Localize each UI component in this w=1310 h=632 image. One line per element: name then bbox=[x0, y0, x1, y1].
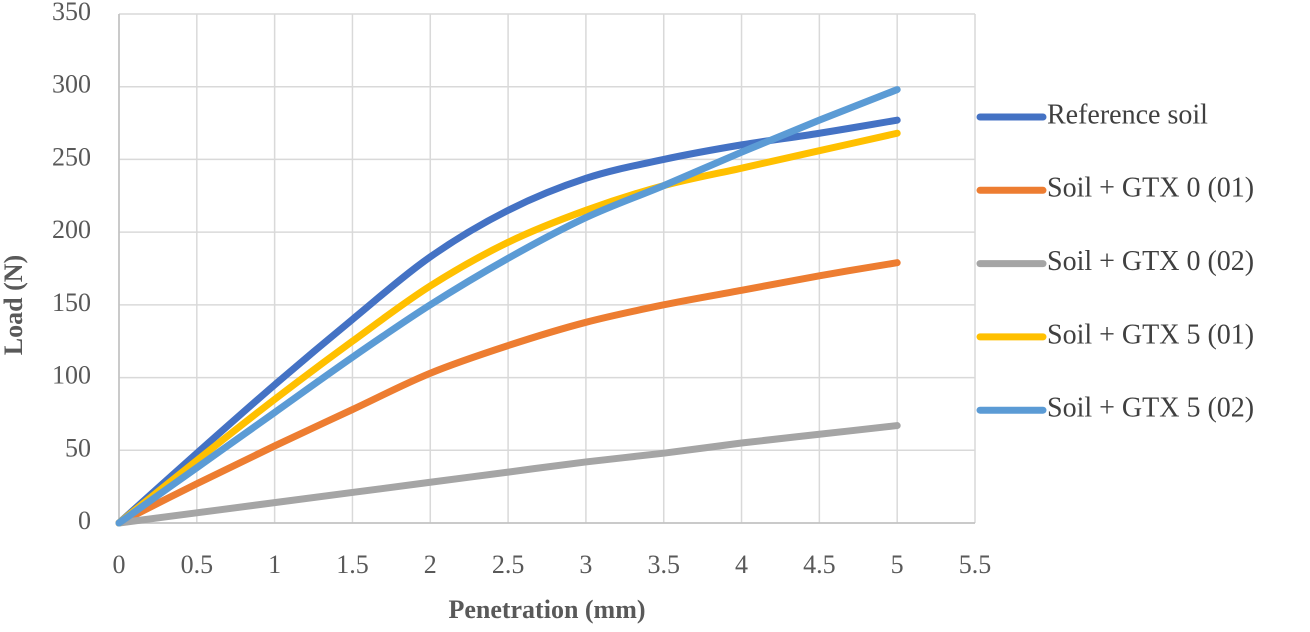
x-tick-label: 1.5 bbox=[336, 550, 369, 579]
legend: Reference soil Soil + GTX 0 (01) Soil + GT… bbox=[976, 99, 1254, 424]
x-tick-label: 3 bbox=[579, 550, 592, 579]
y-tick-label: 300 bbox=[52, 70, 91, 99]
y-tick-label: 250 bbox=[52, 142, 91, 171]
y-tick-label: 100 bbox=[52, 361, 91, 390]
line-series bbox=[115, 86, 901, 527]
legend-label: Soil + GTX 0 (01) bbox=[1047, 173, 1254, 204]
y-tick-label: 150 bbox=[52, 288, 91, 317]
x-tick-label: 5 bbox=[891, 550, 904, 579]
y-tick-label: 50 bbox=[65, 433, 91, 462]
y-tick-label: 350 bbox=[52, 0, 91, 26]
x-tick-label: 2 bbox=[424, 550, 437, 579]
x-tick-label: 1 bbox=[268, 550, 281, 579]
line-series bbox=[115, 422, 901, 527]
y-tick-label: 0 bbox=[78, 506, 91, 535]
line-series bbox=[115, 129, 901, 527]
y-axis-title: Load (N) bbox=[0, 255, 28, 355]
legend-label: Soil + GTX 5 (01) bbox=[1047, 319, 1254, 350]
legend-label: Soil + GTX 5 (02) bbox=[1047, 393, 1254, 424]
legend-label: Soil + GTX 0 (02) bbox=[1047, 246, 1254, 277]
x-tick-label: 2.5 bbox=[492, 550, 525, 579]
x-tick-label: 5.5 bbox=[959, 550, 992, 579]
x-tick-label: 3.5 bbox=[647, 550, 680, 579]
x-tick-label: 0 bbox=[113, 550, 126, 579]
line-series bbox=[115, 259, 901, 527]
x-tick-label: 0.5 bbox=[181, 550, 214, 579]
x-tick-label: 4.5 bbox=[803, 550, 836, 579]
line-series bbox=[115, 116, 901, 527]
legend-label: Reference soil bbox=[1047, 99, 1208, 130]
y-tick-label: 200 bbox=[52, 215, 91, 244]
x-axis-title: Penetration (mm) bbox=[448, 595, 645, 624]
x-tick-label: 4 bbox=[735, 550, 748, 579]
